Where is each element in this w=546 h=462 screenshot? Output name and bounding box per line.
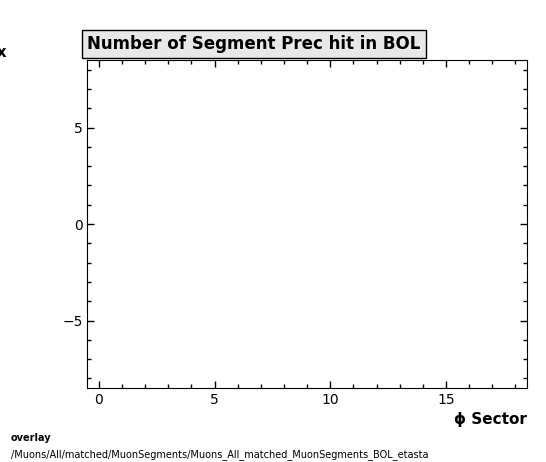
- Text: Number of Segment Prec hit in BOL: Number of Segment Prec hit in BOL: [87, 36, 421, 54]
- Y-axis label: η Index: η Index: [0, 45, 7, 60]
- Text: /Muons/All/matched/MuonSegments/Muons_All_matched_MuonSegments_BOL_etasta: /Muons/All/matched/MuonSegments/Muons_Al…: [11, 450, 429, 460]
- Text: overlay: overlay: [11, 433, 51, 443]
- X-axis label: ϕ Sector: ϕ Sector: [454, 413, 527, 427]
